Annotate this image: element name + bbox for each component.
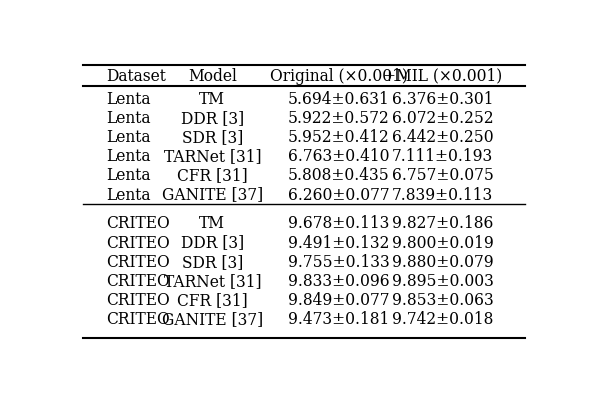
Text: TM: TM: [200, 215, 225, 232]
Text: Dataset: Dataset: [106, 67, 166, 84]
Text: 9.678±0.113: 9.678±0.113: [288, 215, 390, 232]
Text: Lenta: Lenta: [106, 90, 151, 107]
Text: 9.755±0.133: 9.755±0.133: [288, 253, 390, 270]
Text: 9.742±0.018: 9.742±0.018: [392, 310, 493, 328]
Text: 6.376±0.301: 6.376±0.301: [392, 90, 493, 107]
Text: 6.763±0.410: 6.763±0.410: [288, 148, 390, 165]
Text: 9.880±0.079: 9.880±0.079: [391, 253, 494, 270]
Text: 6.260±0.077: 6.260±0.077: [288, 186, 390, 203]
Text: 9.491±0.132: 9.491±0.132: [288, 234, 390, 251]
Text: 6.072±0.252: 6.072±0.252: [391, 109, 494, 126]
Text: 6.442±0.250: 6.442±0.250: [391, 129, 494, 146]
Text: 9.853±0.063: 9.853±0.063: [391, 292, 494, 308]
Text: SDR [3]: SDR [3]: [182, 253, 243, 270]
Text: 5.694±0.631: 5.694±0.631: [288, 90, 390, 107]
Text: CRITEO: CRITEO: [106, 292, 170, 308]
Text: 9.849±0.077: 9.849±0.077: [288, 292, 390, 308]
Text: Original (×0.001): Original (×0.001): [270, 67, 408, 84]
Text: Model: Model: [188, 67, 237, 84]
Text: 9.473±0.181: 9.473±0.181: [288, 310, 390, 328]
Text: TARNet [31]: TARNet [31]: [163, 148, 261, 165]
Text: Lenta: Lenta: [106, 186, 151, 203]
Text: DDR [3]: DDR [3]: [181, 109, 244, 126]
Text: SDR [3]: SDR [3]: [182, 129, 243, 146]
Text: TM: TM: [200, 90, 225, 107]
Text: 9.800±0.019: 9.800±0.019: [391, 234, 494, 251]
Text: Lenta: Lenta: [106, 109, 151, 126]
Text: CRITEO: CRITEO: [106, 310, 170, 328]
Text: Lenta: Lenta: [106, 148, 151, 165]
Text: CFR [31]: CFR [31]: [177, 167, 248, 184]
Text: 6.757±0.075: 6.757±0.075: [391, 167, 494, 184]
Text: CRITEO: CRITEO: [106, 215, 170, 232]
Text: 5.922±0.572: 5.922±0.572: [288, 109, 390, 126]
Text: 7.839±0.113: 7.839±0.113: [392, 186, 493, 203]
Text: 5.808±0.435: 5.808±0.435: [288, 167, 390, 184]
Text: DDR [3]: DDR [3]: [181, 234, 244, 251]
Text: CRITEO: CRITEO: [106, 272, 170, 289]
Text: CRITEO: CRITEO: [106, 253, 170, 270]
Text: 9.827±0.186: 9.827±0.186: [392, 215, 493, 232]
Text: Lenta: Lenta: [106, 167, 151, 184]
Text: 9.895±0.003: 9.895±0.003: [391, 272, 494, 289]
Text: TARNet [31]: TARNet [31]: [163, 272, 261, 289]
Text: +MIL (×0.001): +MIL (×0.001): [383, 67, 502, 84]
Text: 7.111±0.193: 7.111±0.193: [392, 148, 493, 165]
Text: 9.833±0.096: 9.833±0.096: [288, 272, 390, 289]
Text: CFR [31]: CFR [31]: [177, 292, 248, 308]
Text: GANITE [37]: GANITE [37]: [162, 186, 263, 203]
Text: 5.952±0.412: 5.952±0.412: [288, 129, 390, 146]
Text: CRITEO: CRITEO: [106, 234, 170, 251]
Text: Lenta: Lenta: [106, 129, 151, 146]
Text: GANITE [37]: GANITE [37]: [162, 310, 263, 328]
